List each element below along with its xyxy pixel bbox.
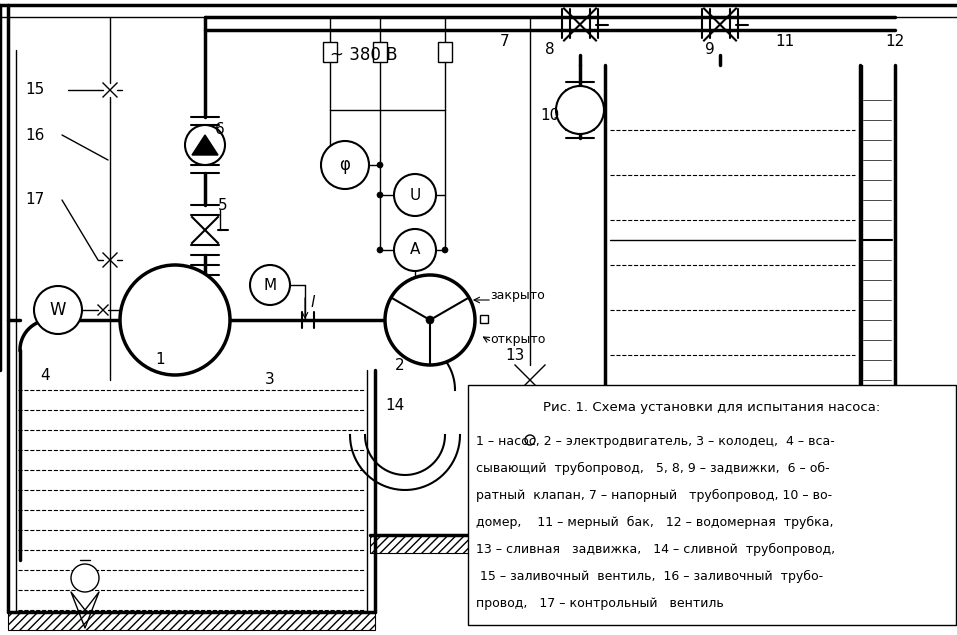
Circle shape — [556, 86, 604, 134]
Text: 8: 8 — [545, 43, 555, 58]
Circle shape — [120, 265, 230, 375]
Text: W: W — [50, 301, 66, 319]
Text: 11: 11 — [775, 34, 794, 50]
Text: 14: 14 — [385, 398, 404, 413]
Bar — [323, 42, 337, 62]
Text: 12: 12 — [885, 34, 904, 50]
Text: ~ 380 В: ~ 380 В — [330, 46, 397, 64]
Text: 5: 5 — [218, 197, 228, 213]
Text: 15 – заливочный  вентиль,  16 – заливочный  трубо-: 15 – заливочный вентиль, 16 – заливочный… — [476, 570, 823, 583]
Circle shape — [185, 125, 225, 165]
Circle shape — [34, 286, 82, 334]
Bar — [480, 315, 488, 323]
Circle shape — [442, 247, 448, 253]
Circle shape — [394, 174, 436, 216]
Text: 10: 10 — [540, 107, 559, 123]
Text: φ: φ — [340, 156, 350, 174]
Circle shape — [377, 247, 383, 253]
Text: 1: 1 — [155, 352, 165, 368]
Circle shape — [250, 265, 290, 305]
Text: 1 – насос, 2 – электродвигатель, 3 – колодец,  4 – вса-: 1 – насос, 2 – электродвигатель, 3 – кол… — [476, 435, 835, 448]
Text: 7: 7 — [500, 34, 510, 50]
Text: 3: 3 — [265, 373, 275, 387]
Circle shape — [377, 162, 383, 168]
Bar — [370, 535, 605, 553]
Circle shape — [377, 192, 383, 198]
Bar — [605, 535, 895, 553]
Text: домер,    11 – мерный  бак,   12 – водомерная  трубка,: домер, 11 – мерный бак, 12 – водомерная … — [476, 516, 834, 529]
Bar — [468, 385, 956, 625]
Circle shape — [394, 229, 436, 271]
Circle shape — [321, 141, 369, 189]
Text: 13: 13 — [505, 347, 524, 363]
Circle shape — [71, 564, 99, 592]
Text: 16: 16 — [25, 128, 44, 142]
Text: 4: 4 — [40, 368, 50, 382]
Bar — [373, 42, 387, 62]
Text: Рис. 1. Схема установки для испытания насоса:: Рис. 1. Схема установки для испытания на… — [544, 401, 880, 413]
Text: A: A — [410, 243, 420, 258]
Circle shape — [426, 316, 434, 324]
Text: 9: 9 — [705, 43, 715, 58]
Text: M: M — [263, 277, 277, 293]
Text: открыто: открыто — [490, 333, 545, 347]
Text: U: U — [410, 187, 421, 203]
Text: сывающий  трубопровод,   5, 8, 9 – задвижки,  6 – об-: сывающий трубопровод, 5, 8, 9 – задвижки… — [476, 462, 830, 475]
Bar — [8, 612, 375, 630]
Circle shape — [525, 435, 535, 445]
Text: закрыто: закрыто — [490, 288, 545, 302]
Text: 6: 6 — [215, 123, 225, 138]
Text: 13 – сливная   задвижка,   14 – сливной  трубопровод,: 13 – сливная задвижка, 14 – сливной труб… — [476, 543, 835, 556]
Text: 2: 2 — [395, 358, 405, 373]
Circle shape — [385, 275, 475, 365]
Text: провод,   17 – контрольный   вентиль: провод, 17 – контрольный вентиль — [476, 597, 723, 610]
Text: ратный  клапан, 7 – напорный   трубопровод, 10 – во-: ратный клапан, 7 – напорный трубопровод,… — [476, 489, 833, 502]
Polygon shape — [192, 135, 218, 155]
Text: 15: 15 — [25, 83, 44, 98]
Text: l: l — [310, 295, 314, 310]
Bar — [438, 42, 452, 62]
Text: 17: 17 — [25, 192, 44, 208]
